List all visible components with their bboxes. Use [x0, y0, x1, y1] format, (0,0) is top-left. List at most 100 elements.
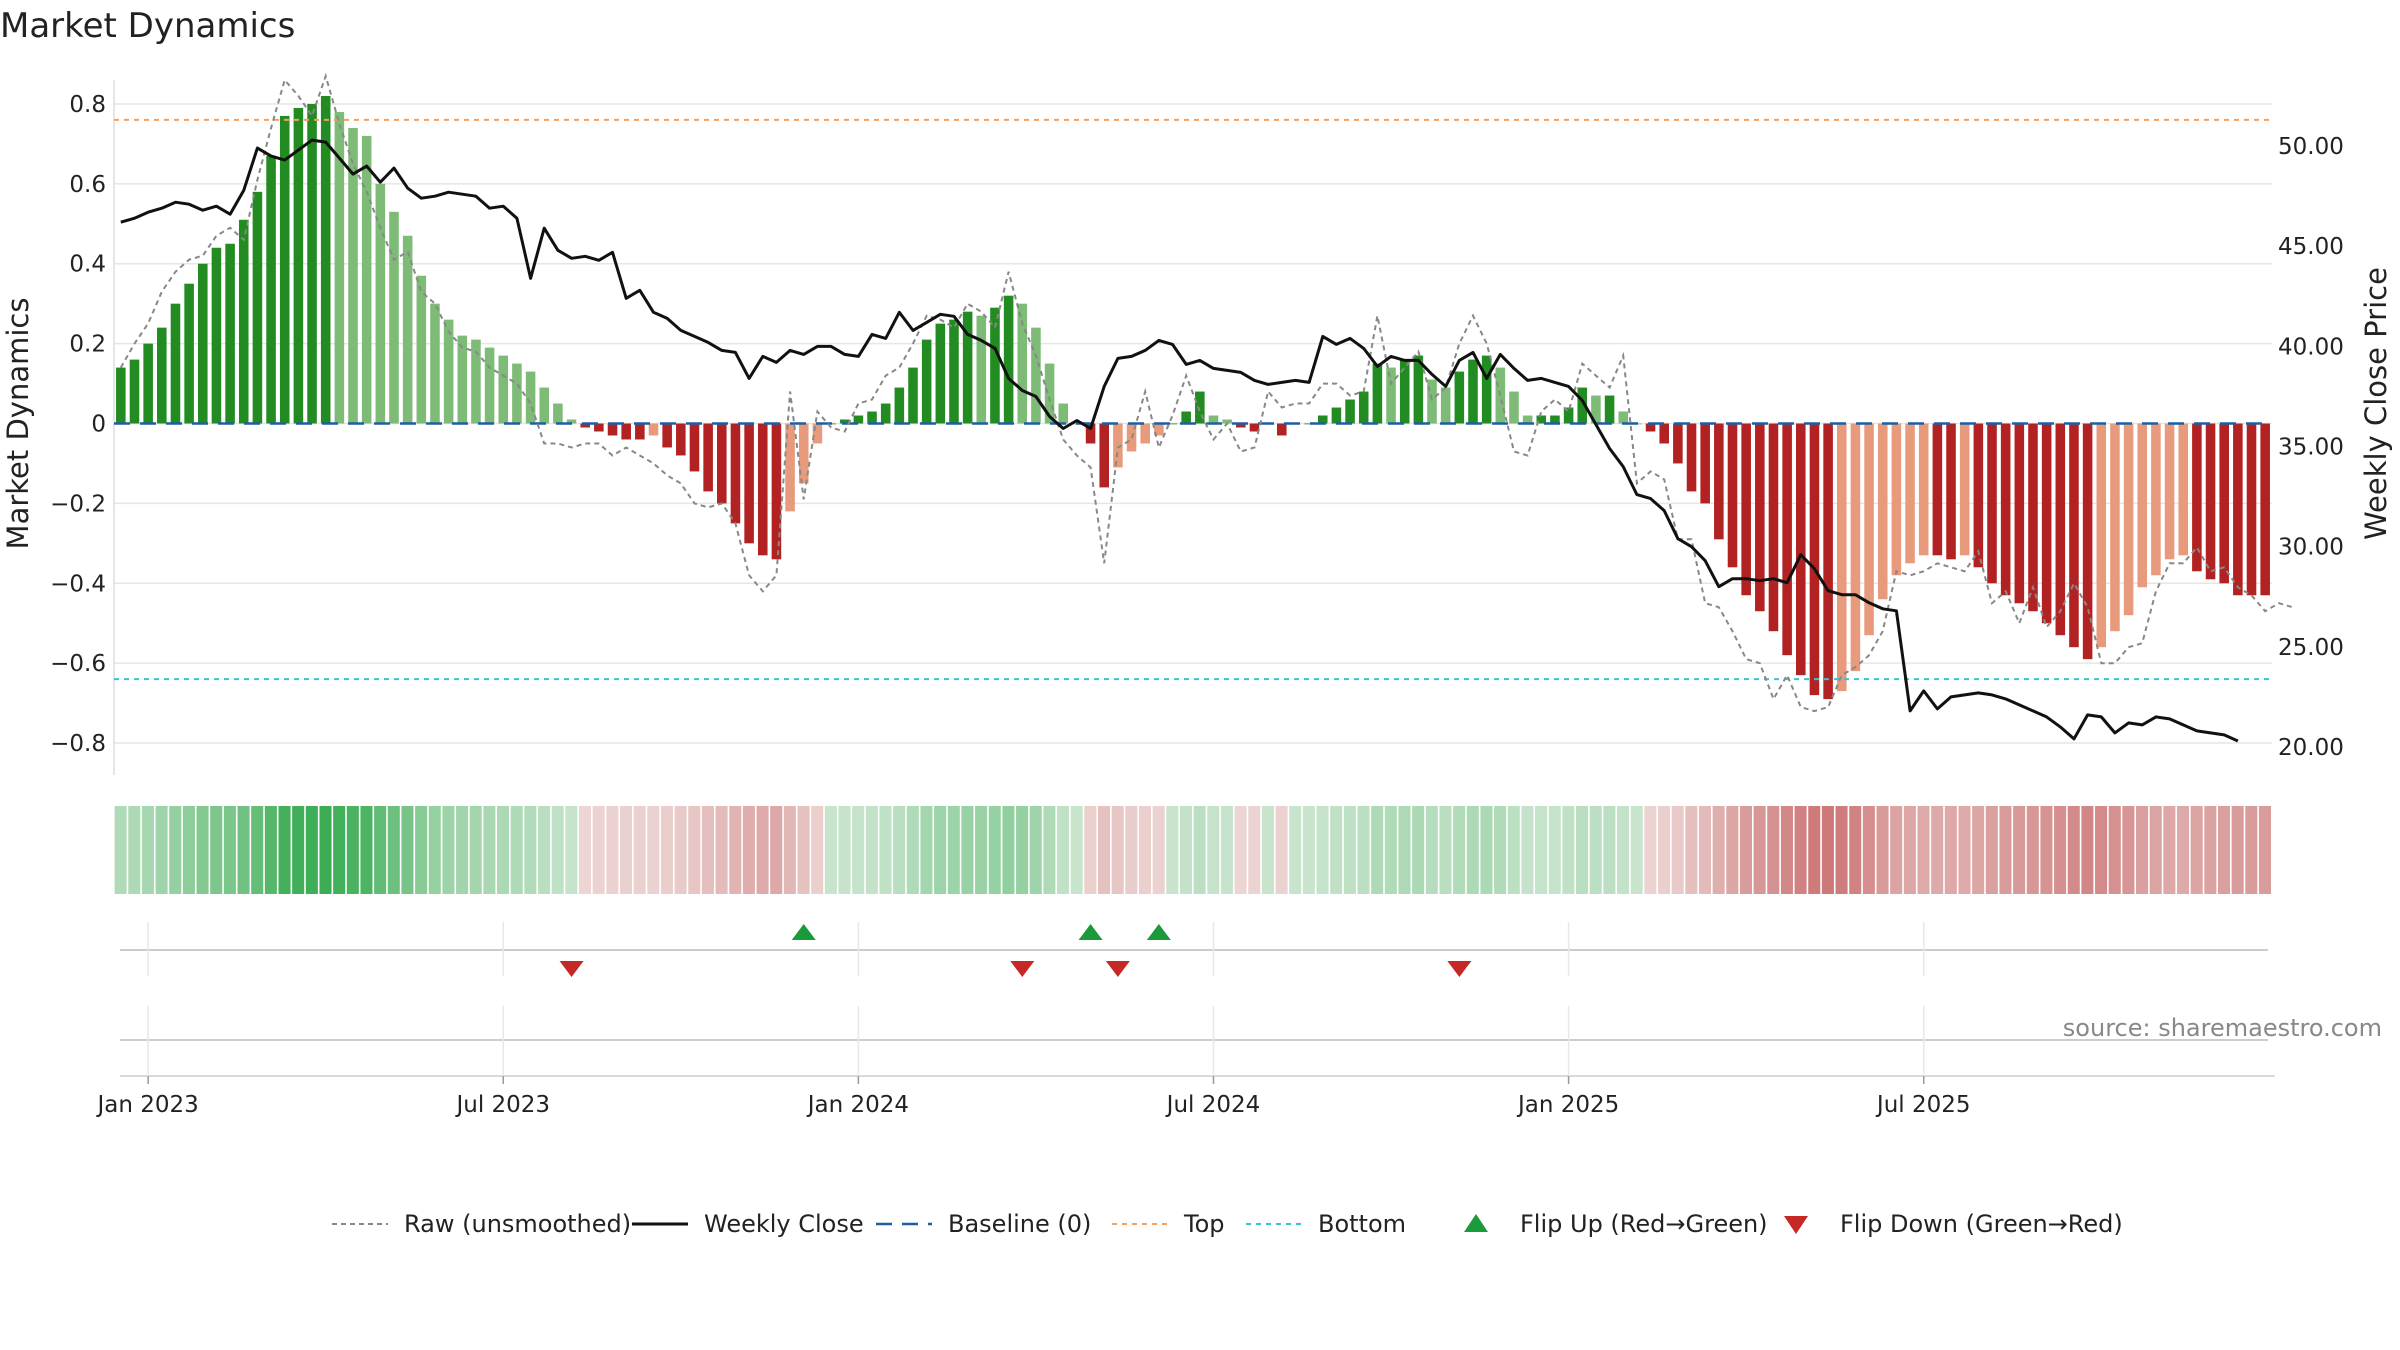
md-bar [525, 371, 536, 424]
y-tick-label: 0.6 [69, 172, 106, 198]
heat-cell [783, 806, 796, 894]
md-bar [607, 423, 618, 436]
md-bar [1276, 423, 1287, 436]
y-tick-label: 0.8 [69, 92, 106, 118]
legend-label: Flip Down (Green→Red) [1840, 1210, 2123, 1238]
heat-cell [1016, 806, 1029, 894]
md-bar [197, 263, 208, 424]
heat-cell [1070, 806, 1083, 894]
md-bar [566, 419, 577, 424]
md-bar [1386, 367, 1396, 424]
heat-cell [1207, 806, 1220, 894]
heat-cell [1835, 806, 1848, 894]
heat-cell [2122, 806, 2135, 894]
x-tick-label: Jan 2024 [806, 1092, 909, 1118]
heat-cell [2163, 806, 2176, 894]
md-bar [1427, 379, 1437, 424]
md-bar [1317, 415, 1328, 424]
md-bar [1222, 419, 1232, 424]
md-bar [2096, 423, 2107, 648]
md-bar [2164, 423, 2175, 560]
heat-cell [674, 806, 687, 894]
md-bar [1563, 407, 1574, 424]
heat-cell [865, 806, 878, 894]
md-bar [498, 355, 509, 424]
md-bar [798, 423, 809, 484]
heat-cell [893, 806, 906, 894]
md-bar [935, 323, 946, 424]
heat-cell [1576, 806, 1589, 894]
md-bar [2151, 423, 2161, 576]
md-bar [238, 219, 249, 424]
heat-cell [2231, 806, 2244, 894]
y-tick-label: 0.2 [69, 332, 106, 358]
heat-cell [619, 806, 633, 894]
md-bar [730, 423, 741, 524]
md-bar [2055, 423, 2066, 636]
md-bar [1249, 423, 1260, 432]
md-bar [1413, 355, 1424, 424]
md-bar [1973, 423, 1984, 568]
md-bar [1085, 423, 1096, 444]
md-bar [334, 111, 345, 424]
heat-cell [1166, 806, 1179, 894]
md-bar [1577, 387, 1588, 424]
md-bar [1959, 423, 1970, 556]
heat-cell [223, 806, 236, 894]
md-bar [839, 419, 850, 424]
md-bar [2028, 423, 2038, 612]
heat-cell [947, 806, 960, 894]
heat-cell [1780, 806, 1793, 894]
md-bar [1099, 423, 1110, 488]
md-bar [1113, 423, 1123, 468]
heat-cell [1726, 806, 1739, 894]
md-bar [2082, 423, 2093, 660]
md-bar [1918, 423, 1929, 556]
md-bar [1372, 363, 1383, 424]
heat-cell [1234, 806, 1247, 894]
md-bar [635, 423, 645, 440]
md-bar [689, 423, 700, 472]
heat-cell [1343, 806, 1356, 894]
y-axis-title: Market Dynamics [1, 298, 35, 550]
md-bar [1154, 423, 1164, 436]
flip-down-marker [1105, 961, 1130, 977]
heat-cell [988, 806, 1001, 894]
y2-tick-label: 25.00 [2278, 635, 2344, 661]
heat-cell [2245, 806, 2258, 894]
lines-layer [114, 72, 2293, 743]
heat-cell [770, 806, 783, 894]
heat-cell [387, 806, 400, 894]
heat-cell [510, 806, 523, 894]
md-bar [1782, 423, 1792, 656]
md-bar [1877, 423, 1888, 600]
md-bar [2205, 423, 2216, 580]
md-bar [1987, 423, 1997, 584]
md-bar [771, 423, 782, 560]
heat-cell [1972, 806, 1985, 894]
heat-cell [1125, 806, 1138, 894]
heat-cell [2067, 806, 2080, 894]
heat-cell [278, 806, 291, 894]
md-bar [1741, 423, 1751, 596]
md-bar [2246, 423, 2257, 596]
md-bar [785, 423, 795, 512]
md-bar [361, 135, 372, 424]
heat-cell [551, 806, 564, 894]
heat-cell [1808, 806, 1821, 894]
heat-cell [210, 806, 223, 894]
legend-label: Baseline (0) [948, 1210, 1091, 1238]
heat-cell [1644, 806, 1657, 894]
heat-cell [1193, 806, 1206, 894]
heat-cell [1958, 806, 1971, 894]
md-bar [1946, 423, 1956, 560]
flip-up-marker [1078, 924, 1103, 940]
heat-cell [1439, 806, 1452, 894]
md-bar [1167, 423, 1178, 425]
md-bar [184, 283, 194, 424]
heat-cell [1029, 806, 1042, 894]
heat-cell [415, 806, 428, 894]
heat-cell [2258, 806, 2271, 894]
md-bar [1905, 423, 1915, 564]
heat-cell [1480, 806, 1493, 894]
